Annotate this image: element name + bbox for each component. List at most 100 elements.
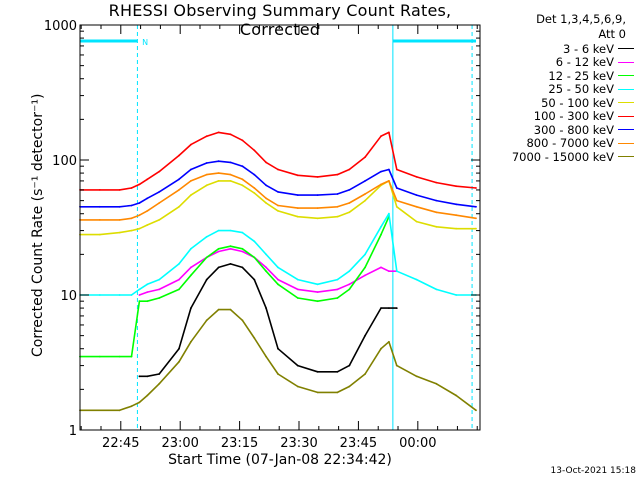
data-point bbox=[229, 133, 232, 136]
data-point bbox=[455, 185, 458, 188]
data-point bbox=[316, 370, 319, 373]
data-point bbox=[415, 375, 418, 378]
data-point bbox=[190, 168, 192, 171]
data-point bbox=[178, 154, 180, 157]
data-point bbox=[296, 174, 299, 177]
data-point bbox=[205, 184, 208, 187]
data-point bbox=[265, 184, 267, 187]
data-point bbox=[277, 210, 279, 212]
data-point bbox=[229, 180, 232, 182]
data-point bbox=[316, 300, 319, 303]
data-point bbox=[277, 283, 279, 286]
data-point bbox=[190, 307, 192, 309]
data-point bbox=[316, 291, 319, 293]
data-point bbox=[205, 173, 208, 176]
data-point bbox=[388, 131, 390, 134]
data-point bbox=[190, 180, 192, 182]
data-point bbox=[475, 227, 477, 230]
data-point bbox=[364, 274, 366, 277]
legend-header-attenuator: Att 0 bbox=[598, 27, 626, 41]
data-point bbox=[253, 337, 256, 339]
data-point bbox=[475, 217, 477, 220]
data-point bbox=[253, 173, 256, 176]
legend-label: 100 - 300 keV bbox=[533, 109, 614, 124]
legend-entry: 7000 - 15000 keV bbox=[484, 150, 634, 164]
timestamp: 13-Oct-2021 15:18 bbox=[550, 466, 636, 476]
legend-swatch bbox=[618, 156, 634, 158]
data-point bbox=[316, 176, 319, 178]
data-point bbox=[217, 172, 220, 175]
data-point bbox=[118, 294, 121, 296]
data-point bbox=[98, 355, 101, 358]
data-point bbox=[265, 202, 267, 204]
data-point bbox=[158, 373, 161, 375]
series-line-7 bbox=[80, 172, 477, 221]
data-point bbox=[241, 231, 244, 234]
data-point bbox=[395, 364, 398, 367]
data-point bbox=[138, 227, 141, 230]
series-line-3 bbox=[80, 212, 476, 296]
legend-entry: 6 - 12 keV bbox=[484, 55, 634, 69]
data-point bbox=[138, 183, 141, 186]
data-point bbox=[364, 253, 366, 256]
night-marker-label: N bbox=[142, 38, 148, 47]
data-point bbox=[296, 278, 299, 281]
data-point bbox=[253, 240, 256, 243]
data-point bbox=[316, 283, 319, 286]
data-point bbox=[415, 220, 418, 223]
series-line-6 bbox=[80, 160, 477, 208]
data-point bbox=[265, 307, 267, 309]
data-point bbox=[190, 266, 192, 269]
data-point bbox=[98, 294, 101, 296]
data-point bbox=[98, 233, 101, 236]
legend-label: 7000 - 15000 keV bbox=[511, 149, 614, 164]
data-point bbox=[296, 288, 299, 291]
data-point bbox=[380, 170, 382, 173]
data-point bbox=[277, 204, 279, 207]
data-point bbox=[178, 263, 180, 265]
data-point bbox=[435, 225, 438, 228]
data-point bbox=[348, 283, 351, 286]
data-point bbox=[388, 212, 390, 215]
data-point bbox=[130, 217, 133, 220]
data-point bbox=[130, 294, 133, 296]
data-point bbox=[138, 300, 141, 303]
data-point bbox=[146, 291, 149, 293]
legend-entry: 100 - 300 keV bbox=[484, 109, 634, 124]
data-point bbox=[455, 394, 458, 397]
data-point bbox=[217, 266, 220, 269]
x-axis-label: Start Time (07-Jan-08 22:34:42) bbox=[168, 452, 392, 468]
data-point bbox=[158, 170, 161, 173]
data-point bbox=[158, 382, 161, 385]
data-point bbox=[178, 178, 180, 181]
data-point bbox=[205, 135, 208, 138]
data-point bbox=[118, 219, 121, 221]
legend-swatch bbox=[618, 48, 634, 50]
data-point bbox=[178, 189, 180, 191]
data-point bbox=[296, 194, 299, 197]
data-point bbox=[395, 187, 398, 189]
data-point bbox=[253, 149, 256, 152]
data-point bbox=[229, 229, 232, 232]
x-tick-label: 23:45 bbox=[340, 436, 377, 451]
data-point bbox=[348, 385, 351, 388]
data-point bbox=[316, 217, 319, 220]
data-point bbox=[146, 210, 149, 212]
data-point bbox=[348, 211, 351, 214]
data-point bbox=[380, 347, 382, 350]
data-point bbox=[253, 278, 256, 281]
data-point bbox=[380, 266, 382, 269]
data-point bbox=[265, 253, 267, 256]
data-point bbox=[348, 189, 351, 191]
legend-swatch bbox=[618, 75, 634, 77]
data-point bbox=[277, 266, 279, 269]
data-point bbox=[277, 168, 279, 171]
data-point bbox=[336, 215, 339, 218]
legend-label: 50 - 100 keV bbox=[541, 95, 614, 110]
legend-swatch bbox=[618, 142, 634, 144]
data-point bbox=[190, 194, 192, 197]
data-point bbox=[190, 143, 192, 146]
data-point bbox=[296, 385, 299, 388]
